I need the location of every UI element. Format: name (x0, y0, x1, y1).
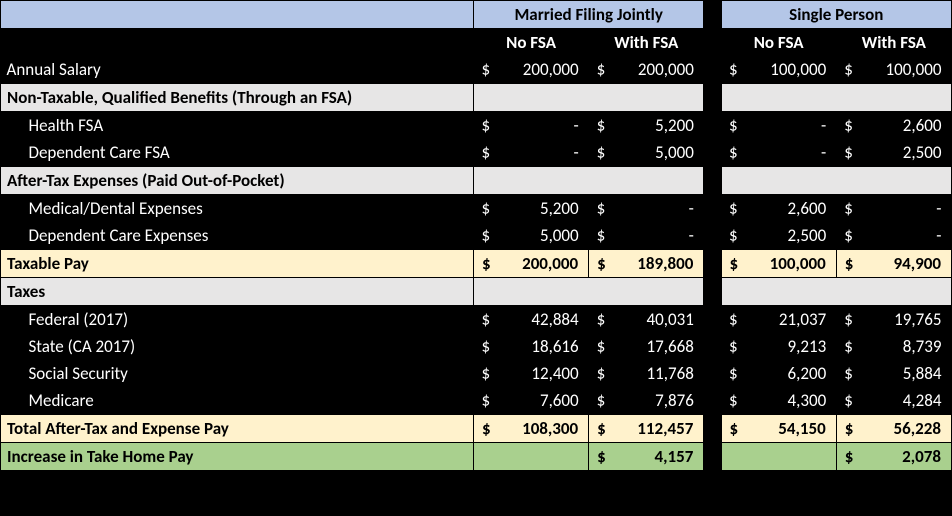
val-state-mfj-no: $18,616 (473, 333, 588, 360)
val-ssn-sp-with: $5,884 (836, 360, 951, 387)
val-taxable-mfj-no: $200,000 (473, 250, 588, 278)
label-health-fsa: Health FSA (1, 112, 474, 140)
val-health-mfj-with: $5,200 (589, 112, 704, 140)
val-med-mfj-no: $5,200 (473, 195, 588, 223)
label-depcare-exp: Dependent Care Expenses (1, 222, 474, 250)
val-med-sp-no: $2,600 (721, 195, 836, 223)
label-taxes: Taxes (1, 278, 474, 306)
val-depcare-sp-with: $2,500 (836, 139, 951, 167)
row-medicare: Medicare $7,600 $7,876 $4,300 $4,284 (1, 387, 952, 415)
val-taxable-mfj-with: $189,800 (589, 250, 704, 278)
val-fed-mfj-with: $40,031 (589, 306, 704, 334)
row-health-fsa: Health FSA $- $5,200 $- $2,600 (1, 112, 952, 140)
label-ssn: Social Security (1, 360, 474, 387)
val-salary-sp-with: $100,000 (836, 56, 951, 84)
val-salary-sp-no: $100,000 (721, 56, 836, 84)
val-fed-sp-with: $19,765 (836, 306, 951, 334)
header-married: Married Filing Jointly (473, 1, 703, 29)
section-taxes: Taxes (1, 278, 952, 306)
label-increase: Increase in Take Home Pay (1, 443, 474, 471)
header-single: Single Person (721, 1, 951, 29)
val-taxable-sp-with: $94,900 (836, 250, 951, 278)
label-aftertax-exp: After-Tax Expenses (Paid Out-of-Pocket) (1, 167, 474, 195)
subheader-sp-no-fsa: No FSA (721, 29, 836, 57)
val-salary-mfj-no: $200,000 (473, 56, 588, 84)
val-state-mfj-with: $17,668 (589, 333, 704, 360)
row-medical: Medical/Dental Expenses $5,200 $- $2,600… (1, 195, 952, 223)
subheader-mfj-with-fsa: With FSA (589, 29, 704, 57)
row-federal: Federal (2017) $42,884 $40,031 $21,037 $… (1, 306, 952, 334)
val-taxable-sp-no: $100,000 (721, 250, 836, 278)
row-depcare-fsa: Dependent Care FSA $- $5,000 $- $2,500 (1, 139, 952, 167)
val-medic-sp-no: $4,300 (721, 387, 836, 415)
label-state: State (CA 2017) (1, 333, 474, 360)
val-inc-sp-no (721, 443, 836, 471)
val-med-sp-with: $- (836, 195, 951, 223)
val-depexp-mfj-with: $- (589, 222, 704, 250)
val-total-sp-no: $54,150 (721, 415, 836, 443)
row-annual-salary: Annual Salary $200,000 $200,000 $100,000… (1, 56, 952, 84)
val-ssn-mfj-no: $12,400 (473, 360, 588, 387)
val-inc-sp-with: $2,078 (836, 443, 951, 471)
val-inc-mfj-no (473, 443, 588, 471)
val-total-sp-with: $56,228 (836, 415, 951, 443)
subheader-mfj-no-fsa: No FSA (473, 29, 588, 57)
row-total-after: Total After-Tax and Expense Pay $108,300… (1, 415, 952, 443)
val-medic-sp-with: $4,284 (836, 387, 951, 415)
label-annual-salary: Annual Salary (1, 56, 474, 84)
val-inc-mfj-with: $4,157 (589, 443, 704, 471)
header-blank (1, 1, 474, 29)
label-taxable-pay: Taxable Pay (1, 250, 474, 278)
val-health-sp-with: $2,600 (836, 112, 951, 140)
label-medicare: Medicare (1, 387, 474, 415)
val-salary-mfj-with: $200,000 (589, 56, 704, 84)
val-medic-mfj-no: $7,600 (473, 387, 588, 415)
header-row-1: Married Filing Jointly Single Person (1, 1, 952, 29)
val-depexp-sp-with: $- (836, 222, 951, 250)
label-federal: Federal (2017) (1, 306, 474, 334)
row-increase: Increase in Take Home Pay $4,157 $2,078 (1, 443, 952, 471)
label-total-after: Total After-Tax and Expense Pay (1, 415, 474, 443)
row-taxable-pay: Taxable Pay $200,000 $189,800 $100,000 $… (1, 250, 952, 278)
row-depcare-exp: Dependent Care Expenses $5,000 $- $2,500… (1, 222, 952, 250)
val-depcare-mfj-no: $- (473, 139, 588, 167)
subheader-sp-with-fsa: With FSA (836, 29, 951, 57)
val-fed-mfj-no: $42,884 (473, 306, 588, 334)
val-state-sp-with: $8,739 (836, 333, 951, 360)
val-med-mfj-with: $- (589, 195, 704, 223)
val-medic-mfj-with: $7,876 (589, 387, 704, 415)
val-ssn-sp-no: $6,200 (721, 360, 836, 387)
header-row-2: No FSA With FSA No FSA With FSA (1, 29, 952, 57)
val-depexp-sp-no: $2,500 (721, 222, 836, 250)
val-depcare-sp-no: $- (721, 139, 836, 167)
val-depexp-mfj-no: $5,000 (473, 222, 588, 250)
label-medical: Medical/Dental Expenses (1, 195, 474, 223)
val-total-mfj-no: $108,300 (473, 415, 588, 443)
val-depcare-mfj-with: $5,000 (589, 139, 704, 167)
val-health-mfj-no: $- (473, 112, 588, 140)
section-aftertax-exp: After-Tax Expenses (Paid Out-of-Pocket) (1, 167, 952, 195)
row-state: State (CA 2017) $18,616 $17,668 $9,213 $… (1, 333, 952, 360)
label-nontaxable: Non-Taxable, Qualified Benefits (Through… (1, 84, 474, 112)
row-ssn: Social Security $12,400 $11,768 $6,200 $… (1, 360, 952, 387)
fsa-comparison-table: Married Filing Jointly Single Person No … (0, 0, 952, 471)
val-ssn-mfj-with: $11,768 (589, 360, 704, 387)
section-nontaxable: Non-Taxable, Qualified Benefits (Through… (1, 84, 952, 112)
val-fed-sp-no: $21,037 (721, 306, 836, 334)
val-total-mfj-with: $112,457 (589, 415, 704, 443)
label-depcare-fsa: Dependent Care FSA (1, 139, 474, 167)
val-state-sp-no: $9,213 (721, 333, 836, 360)
val-health-sp-no: $- (721, 112, 836, 140)
